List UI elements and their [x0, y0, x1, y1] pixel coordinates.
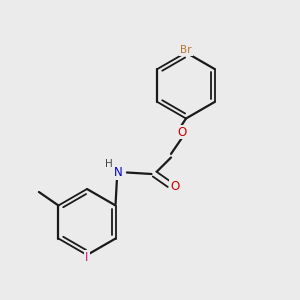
Text: O: O — [170, 179, 179, 193]
Text: N: N — [114, 166, 123, 179]
Text: O: O — [177, 125, 186, 139]
Text: I: I — [85, 251, 89, 264]
Text: Br: Br — [180, 45, 192, 55]
Text: H: H — [105, 159, 113, 169]
